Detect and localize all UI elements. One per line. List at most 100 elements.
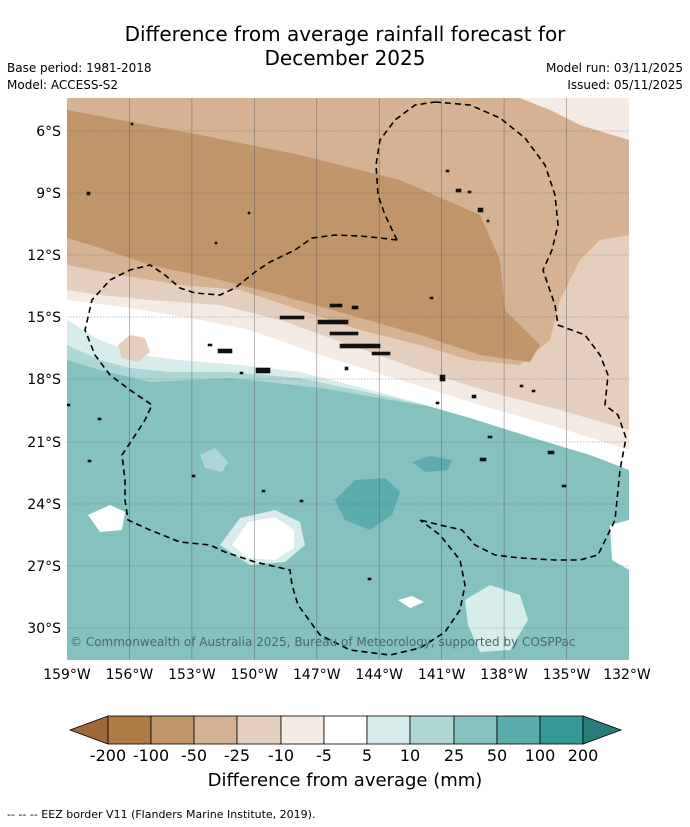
colorbar-extend-high [582,715,623,745]
lon-label: 150°W [231,667,279,683]
chart-title: Difference from average rainfall forecas… [0,22,690,70]
colorbar-title: Difference from average (mm) [207,770,483,791]
island [317,319,349,325]
base-period: Base period: 1981-2018 [7,61,152,75]
issued-date: Issued: 05/11/2025 [567,78,683,92]
neutral-hole [232,517,294,560]
island [87,459,92,463]
tiny-white-patch [398,596,424,608]
island [371,351,391,356]
model-run: Model run: 03/11/2025 [545,61,683,75]
ne-light-patch [520,98,629,140]
colorbar-tick-label: -5 [316,746,332,765]
island [255,367,271,374]
island [479,457,487,462]
island [261,489,266,493]
colorbar-tick-label: 25 [444,746,464,765]
meta-left: Base period: 1981-2018 Model: ACCESS-S2 [7,60,152,94]
island [239,371,244,375]
eez-french-polynesia [419,101,627,561]
island [329,303,343,308]
colorbar-tick-label: 50 [487,746,507,765]
island [344,366,349,371]
gridlines [67,98,629,660]
island [86,191,91,196]
lat-label: 9°S [36,186,61,202]
colorbar-ticks: -200 -100 -50 -25 -10 -5 5 10 25 50 100 … [90,746,598,765]
island [97,417,102,421]
colorbar-tick-label: 200 [568,746,599,765]
colorbar-tick-label: 100 [525,746,556,765]
neutral-hole-west [88,505,125,532]
island [519,384,524,388]
colorbar-tick-label: -10 [268,746,294,765]
island [279,315,305,320]
parallels [67,130,629,629]
lon-label: 156°W [106,667,154,683]
island [207,343,213,347]
small-patch [200,448,228,472]
island [299,499,304,503]
island [214,241,218,245]
island [439,374,446,382]
colorbar-swatch [280,715,325,745]
island [455,188,462,193]
colorbar [68,715,623,745]
island [367,577,372,581]
lat-label: 15°S [27,310,61,326]
island [435,401,440,405]
colorbar-tick-label: -25 [224,746,250,765]
copyright-text: © Commonwealth of Australia 2025, Bureau… [70,635,575,649]
colorbar-swatch [539,715,584,745]
island [351,305,359,310]
lat-label: 30°S [27,621,61,637]
lon-label: 138°W [480,667,528,683]
meta-right: Model run: 03/11/2025 Issued: 05/11/2025 [546,60,683,94]
island [471,394,477,399]
lat-label: 21°S [27,435,61,451]
lon-label: 159°W [43,667,91,683]
colorbar-tick-label: 10 [400,746,420,765]
island [130,122,134,126]
rainfall-field [67,98,629,660]
island [561,484,567,488]
island [339,343,381,349]
island [191,474,196,478]
colorbar-swatch [496,715,541,745]
colorbar-tick-label: 5 [362,746,372,765]
island [429,296,434,300]
lon-label: 153°W [168,667,216,683]
colorbar-swatch [323,715,368,745]
eez-footnote: -- -- -- EEZ border V11 (Flanders Marine… [7,808,316,821]
island [67,403,71,407]
eez-central-loop [84,234,466,656]
lat-labels: 6°S 9°S 12°S 15°S 18°S 21°S 24°S 27°S 30… [27,124,61,637]
island [329,331,359,336]
title-line-1: Difference from average rainfall forecas… [124,22,566,46]
lon-label: 147°W [293,667,341,683]
lat-label: 24°S [27,497,61,513]
small-dry-patch [118,335,150,362]
title-line-2: December 2025 [264,46,426,70]
lat-label: 18°S [27,372,61,388]
colorbar-tick-label: -100 [133,746,169,765]
eez-marquesas-west [375,101,436,241]
island [477,207,484,213]
lon-label: 132°W [603,667,651,683]
colorbar-swatch [366,715,411,745]
island [547,450,555,455]
model-name: Model: ACCESS-S2 [7,78,119,92]
colorbar-tick-label: -200 [90,746,126,765]
sw-patch-2 [67,592,160,660]
colorbar-swatch [409,715,455,745]
colorbar-swatch [107,715,152,745]
lon-labels: 159°W 156°W 153°W 150°W 147°W 144°W 141°… [43,667,651,683]
colorbar-swatch [150,715,195,745]
island [445,169,450,173]
island [531,389,536,393]
lon-label: 141°W [418,667,466,683]
sw-patch [67,560,100,600]
island [486,219,490,223]
colorbar-swatch [193,715,238,745]
